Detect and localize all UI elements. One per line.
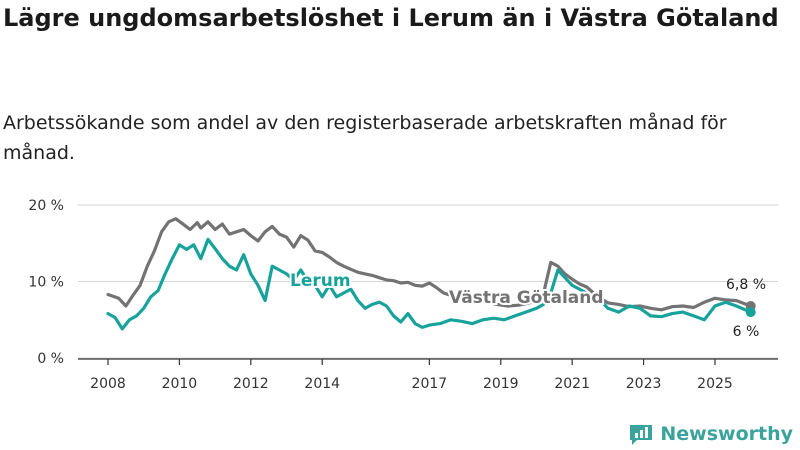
y-tick-label: 20 % xyxy=(28,198,64,214)
y-axis-ticks: 0 % 10 % 20 % xyxy=(28,198,64,367)
x-tick-label: 2008 xyxy=(90,376,126,392)
x-axis: 2008 2010 2012 2014 2017 2019 2021 2023 2025 xyxy=(78,358,778,392)
x-tick-label: 2014 xyxy=(304,376,340,392)
x-tick-label: 2017 xyxy=(412,376,448,392)
end-value-lerum: 6 % xyxy=(733,324,760,340)
end-value-vastra-gotaland: 6,8 % xyxy=(726,277,766,293)
chart-subtitle: Arbetssökande som andel av den registerb… xyxy=(3,112,727,164)
x-tick-label: 2019 xyxy=(483,376,519,392)
series-lines xyxy=(106,217,756,331)
gridlines xyxy=(78,204,778,359)
chart-title: Lägre ungdomsarbetslöshet i Lerum än i V… xyxy=(3,4,779,32)
x-tick-label: 2023 xyxy=(626,376,662,392)
x-tick-label: 2021 xyxy=(554,376,590,392)
series-line-lerum xyxy=(106,237,753,331)
series-labels: Västra Götaland Lerum 6,8 % 6 % xyxy=(288,269,766,340)
series-line-vastra-gotaland xyxy=(106,217,753,312)
y-tick-label: 10 % xyxy=(28,275,64,291)
x-tick-label: 2025 xyxy=(697,376,733,392)
end-point-lerum xyxy=(745,307,756,318)
newsworthy-brand[interactable]: Newsworthy xyxy=(628,420,793,448)
newsworthy-logo-icon xyxy=(630,425,653,445)
series-label-vastra-gotaland: Västra Götaland xyxy=(449,288,604,308)
brand-name: Newsworthy xyxy=(660,423,793,445)
x-tick-label: 2010 xyxy=(162,376,198,392)
x-tick-label: 2012 xyxy=(233,376,269,392)
y-tick-label: 0 % xyxy=(37,351,64,367)
series-label-lerum: Lerum xyxy=(290,271,351,291)
